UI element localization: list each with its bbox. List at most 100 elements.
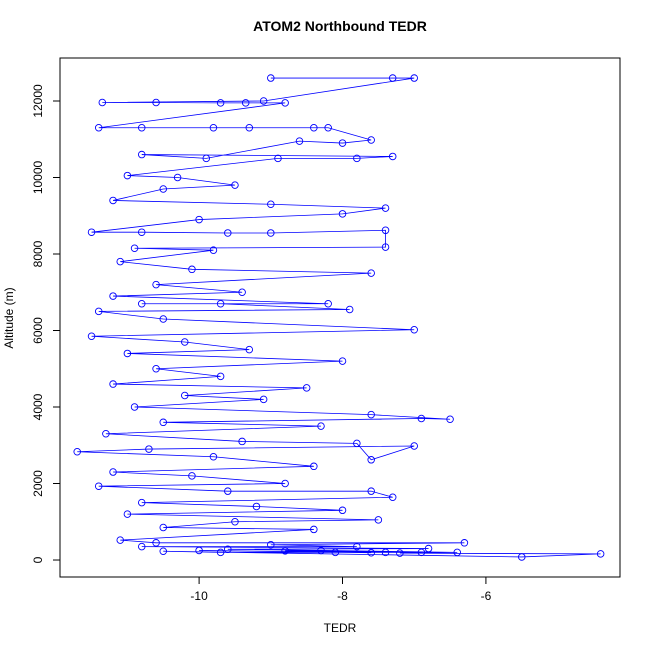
data-point <box>137 498 146 507</box>
data-point <box>224 487 232 495</box>
data-point <box>94 307 103 316</box>
data-point <box>310 124 318 132</box>
data-point <box>241 99 250 107</box>
data-point <box>338 210 347 218</box>
data-point <box>446 415 454 423</box>
data-point <box>317 422 325 430</box>
data-point <box>281 479 289 488</box>
data-point <box>460 539 469 547</box>
y-tick-label: 2000 <box>31 470 45 497</box>
data-point <box>87 228 96 236</box>
data-point <box>159 418 168 427</box>
data-point <box>410 74 418 82</box>
y-axis-label: Altitude (m) <box>2 287 16 348</box>
data-line <box>77 77 601 558</box>
data-point <box>410 442 418 450</box>
data-point <box>295 137 304 145</box>
data-point <box>202 154 211 163</box>
data-point <box>367 548 375 557</box>
data-point <box>173 173 182 182</box>
data-point <box>123 349 132 358</box>
data-point <box>374 516 383 524</box>
data-point <box>338 357 347 365</box>
data-point <box>137 542 146 551</box>
data-point <box>353 439 361 448</box>
data-point <box>345 305 354 314</box>
chart-title: ATOM2 Northbound TEDR <box>253 18 427 34</box>
data-point <box>267 74 275 82</box>
data-point <box>324 299 332 308</box>
data-point <box>388 493 397 502</box>
data-point <box>367 410 375 419</box>
data-point <box>123 171 132 180</box>
data-point <box>310 525 318 534</box>
data-point <box>73 448 81 456</box>
data-point <box>224 229 232 237</box>
data-point <box>367 136 375 144</box>
data-point <box>188 265 196 274</box>
data-point <box>238 437 246 446</box>
data-point <box>596 550 605 558</box>
data-point <box>388 74 397 82</box>
data-point <box>231 518 239 526</box>
data-point <box>87 332 96 340</box>
data-point <box>145 445 153 453</box>
data-point <box>109 380 117 388</box>
y-tick-label: 0 <box>31 556 45 563</box>
data-point <box>424 544 433 553</box>
data-point <box>216 548 225 557</box>
data-point <box>274 154 282 163</box>
plot-frame <box>59 57 621 578</box>
data-point <box>245 345 254 354</box>
x-axis-label: TEDR <box>324 621 357 635</box>
data-point <box>152 539 160 547</box>
data-point <box>259 97 268 105</box>
data-point <box>381 204 390 212</box>
data-point <box>216 99 225 107</box>
x-tick-label: -6 <box>481 589 492 603</box>
y-tick-label: 4000 <box>31 393 45 420</box>
data-point <box>367 456 375 464</box>
data-point <box>152 280 160 289</box>
data-point <box>245 124 254 132</box>
data-point <box>381 226 390 235</box>
data-point <box>417 414 426 423</box>
data-point <box>188 472 196 480</box>
y-tick-label: 8000 <box>31 240 45 267</box>
data-point <box>267 540 275 549</box>
data-point <box>267 229 275 237</box>
data-point <box>130 403 139 411</box>
y-tick-label: 12000 <box>31 84 45 118</box>
data-point <box>209 246 218 254</box>
data-point <box>259 395 268 404</box>
data-point <box>209 124 218 132</box>
data-point <box>353 154 361 163</box>
data-point <box>302 384 311 392</box>
data-point <box>331 548 340 557</box>
data-point <box>159 185 168 193</box>
data-point <box>417 548 426 557</box>
data-point <box>137 299 146 308</box>
data-point <box>396 549 404 557</box>
data-point <box>310 462 318 471</box>
data-point <box>109 292 117 300</box>
data-point <box>94 124 103 132</box>
data-point <box>152 98 160 107</box>
data-point <box>116 257 124 266</box>
data-point <box>231 181 239 189</box>
data-point <box>367 487 375 495</box>
data-point <box>216 299 225 308</box>
data-point <box>98 98 107 107</box>
data-point <box>388 152 397 161</box>
data-point <box>216 372 225 381</box>
data-point <box>159 547 168 555</box>
data-point <box>324 124 332 132</box>
data-point <box>317 546 325 555</box>
y-tick-label: 10000 <box>31 160 45 194</box>
data-point <box>338 506 347 515</box>
data-point <box>109 196 117 205</box>
data-point <box>137 124 146 132</box>
data-point <box>152 365 160 373</box>
data-point <box>281 99 289 107</box>
data-point <box>159 523 168 532</box>
